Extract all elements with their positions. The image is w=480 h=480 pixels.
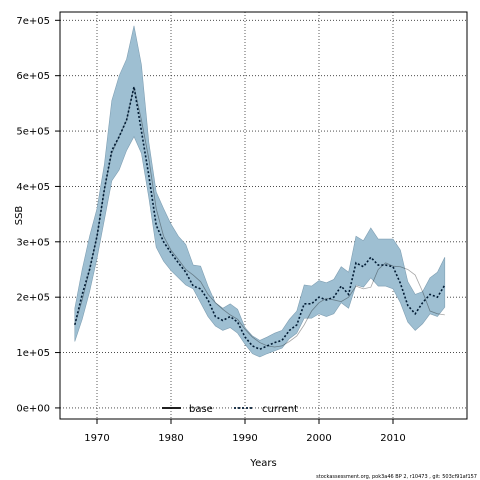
- x-tick-label-2: 1990: [232, 433, 257, 444]
- y-axis: 0e+00 1e+05 2e+05 3e+05 4e+05 5e+05 6e+05 7e+05: [16, 16, 60, 414]
- x-axis-title: Years: [249, 458, 276, 469]
- y-axis-title: SSB: [14, 206, 25, 226]
- x-axis: 1970 1980 1990 2000 2010: [84, 419, 406, 444]
- y-tick-label-6: 6e+05: [16, 71, 50, 82]
- plot-frame: [59, 11, 468, 420]
- y-tick-label-7: 7e+05: [16, 16, 50, 27]
- y-tick-label-1: 1e+05: [16, 348, 50, 359]
- y-tick-label-5: 5e+05: [16, 127, 50, 138]
- legend: base current: [162, 404, 298, 415]
- confidence-band: [74, 25, 446, 358]
- footer-note: stockassessment.org, pok3a46 BP 2, r1047…: [316, 474, 477, 480]
- legend-label-current: current: [262, 404, 298, 415]
- y-tick-label-4: 4e+05: [16, 182, 50, 193]
- y-tick-label-3: 3e+05: [16, 237, 50, 248]
- y-tick-label-2: 2e+05: [16, 293, 50, 304]
- legend-label-base: base: [189, 404, 213, 415]
- x-tick-label-4: 2010: [380, 433, 405, 444]
- x-tick-label-0: 1970: [84, 433, 109, 444]
- series-line-current: [74, 86, 446, 351]
- x-tick-label-1: 1980: [158, 433, 183, 444]
- y-tick-label-0: 0e+00: [16, 403, 50, 414]
- x-tick-label-3: 2000: [306, 433, 331, 444]
